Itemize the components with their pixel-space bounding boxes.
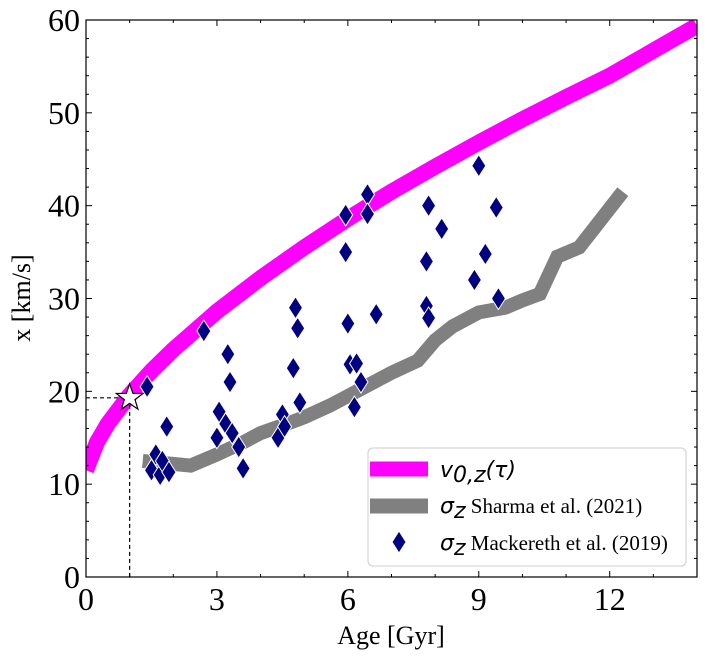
- x-axis-label: Age [Gyr]: [337, 621, 445, 650]
- data-point-mackereth: [287, 295, 304, 320]
- data-point-mackereth: [359, 202, 376, 226]
- legend-label-mackereth: σz Mackereth et al. (2019): [440, 531, 668, 561]
- data-point-mackereth: [235, 456, 251, 481]
- y-tick-label: 50: [48, 95, 80, 131]
- data-point-mackereth: [338, 240, 354, 265]
- series-layer: [86, 20, 697, 474]
- data-point-mackereth: [139, 374, 155, 399]
- x-tick-label: 6: [340, 581, 356, 617]
- data-point-mackereth: [490, 286, 507, 311]
- legend-label-sharma: σz Sharma et al. (2021): [440, 494, 642, 524]
- data-point-mackereth: [276, 414, 293, 439]
- reference-star-marker: [114, 381, 145, 411]
- data-point-mackereth: [285, 356, 301, 381]
- data-point-mackereth: [292, 390, 308, 415]
- data-point-mackereth: [340, 311, 356, 336]
- tick-layer: 0 3 6 9 12 0 10 20 30 40 50 60: [48, 2, 698, 617]
- data-point-mackereth: [161, 460, 177, 485]
- data-point-mackereth: [348, 351, 365, 376]
- data-point-mackereth: [338, 203, 354, 227]
- data-point-mackereth: [220, 342, 236, 367]
- data-point-mackereth: [159, 414, 175, 439]
- series-line-v0z: [86, 20, 697, 474]
- data-point-mackereth: [421, 306, 437, 330]
- legend-label-v0z: v0,z(τ): [440, 458, 516, 488]
- x-tick-label: 3: [209, 581, 225, 617]
- data-point-mackereth: [231, 435, 247, 459]
- data-point-mackereth: [148, 442, 164, 467]
- data-point-mackereth: [418, 249, 435, 274]
- data-point-mackereth: [209, 425, 225, 450]
- data-point-mackereth: [346, 395, 362, 420]
- data-point-mackereth: [224, 421, 240, 446]
- data-point-mackereth: [353, 370, 369, 394]
- y-tick-label: 60: [48, 2, 80, 38]
- y-tick-label: 30: [48, 281, 80, 317]
- y-axis-label: x [km/s]: [7, 254, 36, 341]
- y-tick-label: 20: [48, 373, 80, 409]
- data-point-mackereth: [477, 242, 493, 266]
- data-point-mackereth: [434, 216, 450, 241]
- legend: v0,z(τ) σz Sharma et al. (2021) σz Macke…: [367, 447, 687, 567]
- series-line-sharma: [142, 187, 629, 473]
- data-point-mackereth: [368, 302, 384, 327]
- data-point-mackereth: [421, 193, 437, 218]
- legend-diamond-marker: [391, 530, 407, 554]
- x-tick-label: 9: [471, 581, 487, 617]
- data-point-mackereth: [222, 370, 238, 394]
- y-tick-label: 0: [64, 559, 80, 595]
- x-tick-label: 0: [78, 581, 94, 617]
- data-point-mackereth: [290, 316, 306, 341]
- reference-layer: [86, 381, 145, 577]
- legend-box: [367, 447, 687, 567]
- data-point-mackereth: [471, 153, 487, 178]
- data-point-mackereth: [488, 195, 504, 220]
- data-point-mackereth: [196, 319, 212, 343]
- y-tick-label: 40: [48, 188, 80, 224]
- x-tick-label: 12: [594, 581, 626, 617]
- marker-layer: [139, 153, 507, 487]
- y-tick-label: 10: [48, 466, 80, 502]
- data-point-mackereth: [466, 268, 483, 292]
